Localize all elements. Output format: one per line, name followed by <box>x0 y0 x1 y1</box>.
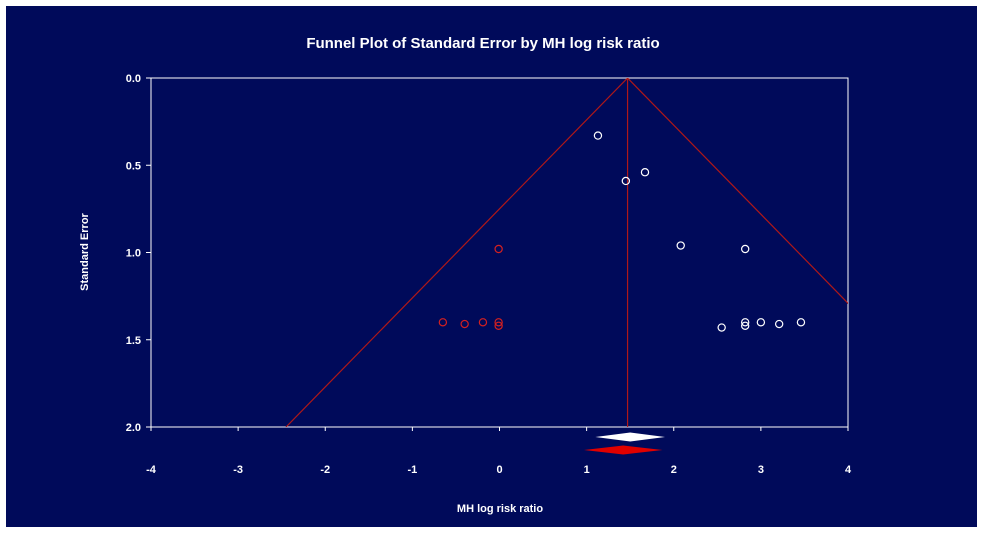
observed-study-point <box>796 318 806 327</box>
observed-study-point <box>676 241 685 250</box>
imputed-summary-diamond <box>584 445 663 455</box>
funnel-lines <box>285 78 848 427</box>
observed-study-point <box>740 318 750 327</box>
x-tick-label: -1 <box>407 464 417 476</box>
x-tick-label: -3 <box>233 464 243 476</box>
x-tick-label: 4 <box>845 464 852 476</box>
observed-summary-diamond <box>595 432 666 442</box>
x-tick-label: -4 <box>146 464 157 476</box>
funnel-boundaries <box>285 78 848 427</box>
observed-study-point <box>593 131 603 140</box>
y-tick-label: 0.0 <box>126 73 141 85</box>
summary-diamonds <box>584 432 666 455</box>
study-points <box>438 131 806 332</box>
observed-study-point <box>717 323 726 332</box>
imputed-study-point <box>438 318 448 327</box>
observed-study-point <box>774 319 784 329</box>
y-axis-label: Standard Error <box>79 212 91 290</box>
imputed-study-point <box>494 244 503 254</box>
imputed-study-point <box>494 321 503 330</box>
y-tick-label: 1.5 <box>126 335 141 347</box>
x-tick-label: 0 <box>496 464 502 476</box>
observed-study-point <box>740 321 750 330</box>
y-tick-label: 0.5 <box>126 160 141 172</box>
observed-study-point <box>640 168 650 177</box>
funnel-right-line <box>627 78 848 305</box>
observed-study-point <box>621 176 631 186</box>
imputed-study-point <box>478 318 488 327</box>
observed-study-point <box>740 244 750 254</box>
funnel-left-line <box>285 78 629 427</box>
y-axis: 0.0 0.5 1.0 1.5 2.0 <box>126 73 151 434</box>
x-tick-label: 2 <box>671 464 677 476</box>
x-axis-label: MH log risk ratio <box>457 503 543 515</box>
x-tick-label: 1 <box>584 464 590 476</box>
chart-title: Funnel Plot of Standard Error by MH log … <box>306 35 659 52</box>
funnel-plot: Funnel Plot of Standard Error by MH log … <box>79 35 852 515</box>
y-tick-label: 2.0 <box>126 422 141 434</box>
imputed-study-point <box>494 318 503 327</box>
y-tick-label: 1.0 <box>126 248 141 260</box>
x-tick-label: 3 <box>758 464 764 476</box>
chart-background: Funnel Plot of Standard Error by MH log … <box>6 6 977 527</box>
x-axis: -4 -3 -2 -1 0 1 2 3 4 <box>146 427 852 476</box>
x-tick-label: -2 <box>320 464 330 476</box>
observed-study-point <box>756 318 766 327</box>
imputed-study-point <box>460 319 469 329</box>
